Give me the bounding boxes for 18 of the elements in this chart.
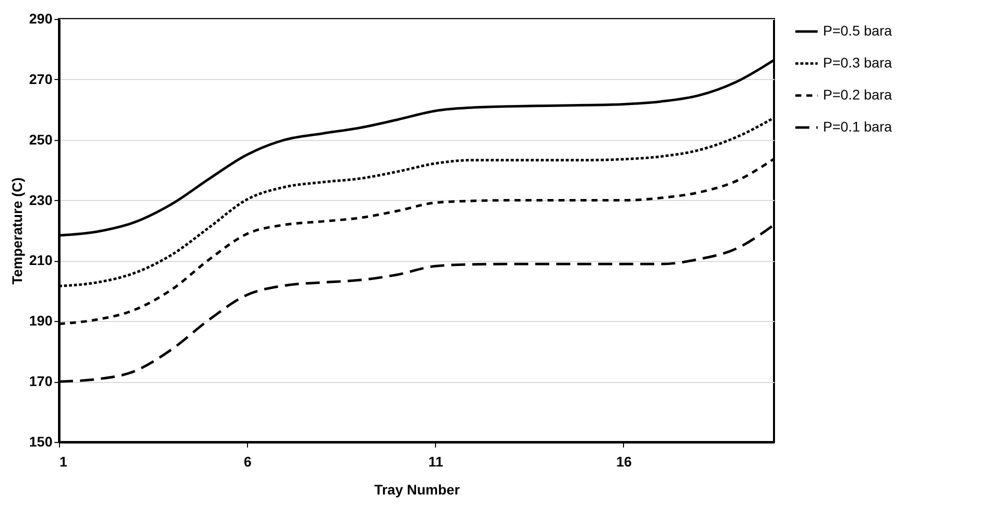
y-tick-label: 270 <box>29 70 53 87</box>
y-tick-label: 290 <box>29 10 53 26</box>
y-tick-label: 210 <box>29 252 53 268</box>
x-axis-title: Tray Number <box>374 482 460 498</box>
legend-label: P=0.3 bara <box>823 54 892 70</box>
x-tick-label: 6 <box>244 454 252 470</box>
y-tick-label: 190 <box>29 312 53 329</box>
y-tick-label: 170 <box>29 373 53 390</box>
y-tick-label: 150 <box>29 434 53 450</box>
y-tick-label: 230 <box>29 192 53 208</box>
legend-label: P=0.5 bara <box>823 22 892 38</box>
x-tick-label: 1 <box>60 454 68 470</box>
legend-label: P=0.2 bara <box>823 86 892 102</box>
x-tick-label: 16 <box>616 454 632 470</box>
x-tick-label: 11 <box>428 454 444 470</box>
y-tick-label: 250 <box>29 131 53 148</box>
legend-label: P=0.1 bara <box>823 118 892 134</box>
y-axis-title: Temperature (C) <box>9 177 26 285</box>
